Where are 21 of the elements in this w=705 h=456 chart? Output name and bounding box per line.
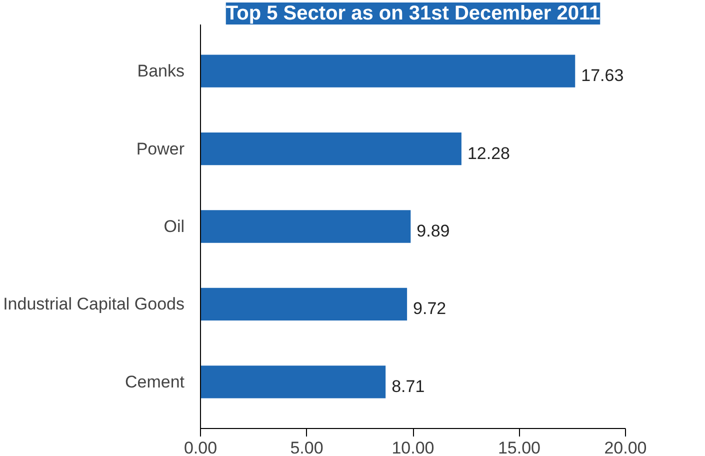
bar <box>200 366 386 398</box>
data-label: 12.28 <box>467 144 510 163</box>
x-tick-label: 5.00 <box>290 438 324 456</box>
y-tick-label: Banks <box>137 62 184 81</box>
y-tick-label: Cement <box>124 372 185 392</box>
bar <box>200 288 408 321</box>
data-label: 9.89 <box>416 222 450 240</box>
bar <box>200 210 411 243</box>
data-label: 9.72 <box>413 299 446 318</box>
data-label: 17.63 <box>581 66 624 86</box>
x-tick-label: 15.00 <box>498 438 541 456</box>
bar <box>200 54 576 88</box>
y-tick-label: Industrial Capital Goods <box>3 294 185 314</box>
bar <box>200 132 462 166</box>
x-tick-label: 0.00 <box>184 438 218 456</box>
x-tick-label: 10.00 <box>392 438 434 456</box>
data-label: 8.71 <box>392 376 425 396</box>
y-tick-label: Oil <box>164 217 185 236</box>
y-tick-label: Power <box>136 139 185 158</box>
chart-title: Top 5 Sector as on 31st December 2011 <box>226 2 600 24</box>
x-tick-label: 20.00 <box>604 438 647 456</box>
